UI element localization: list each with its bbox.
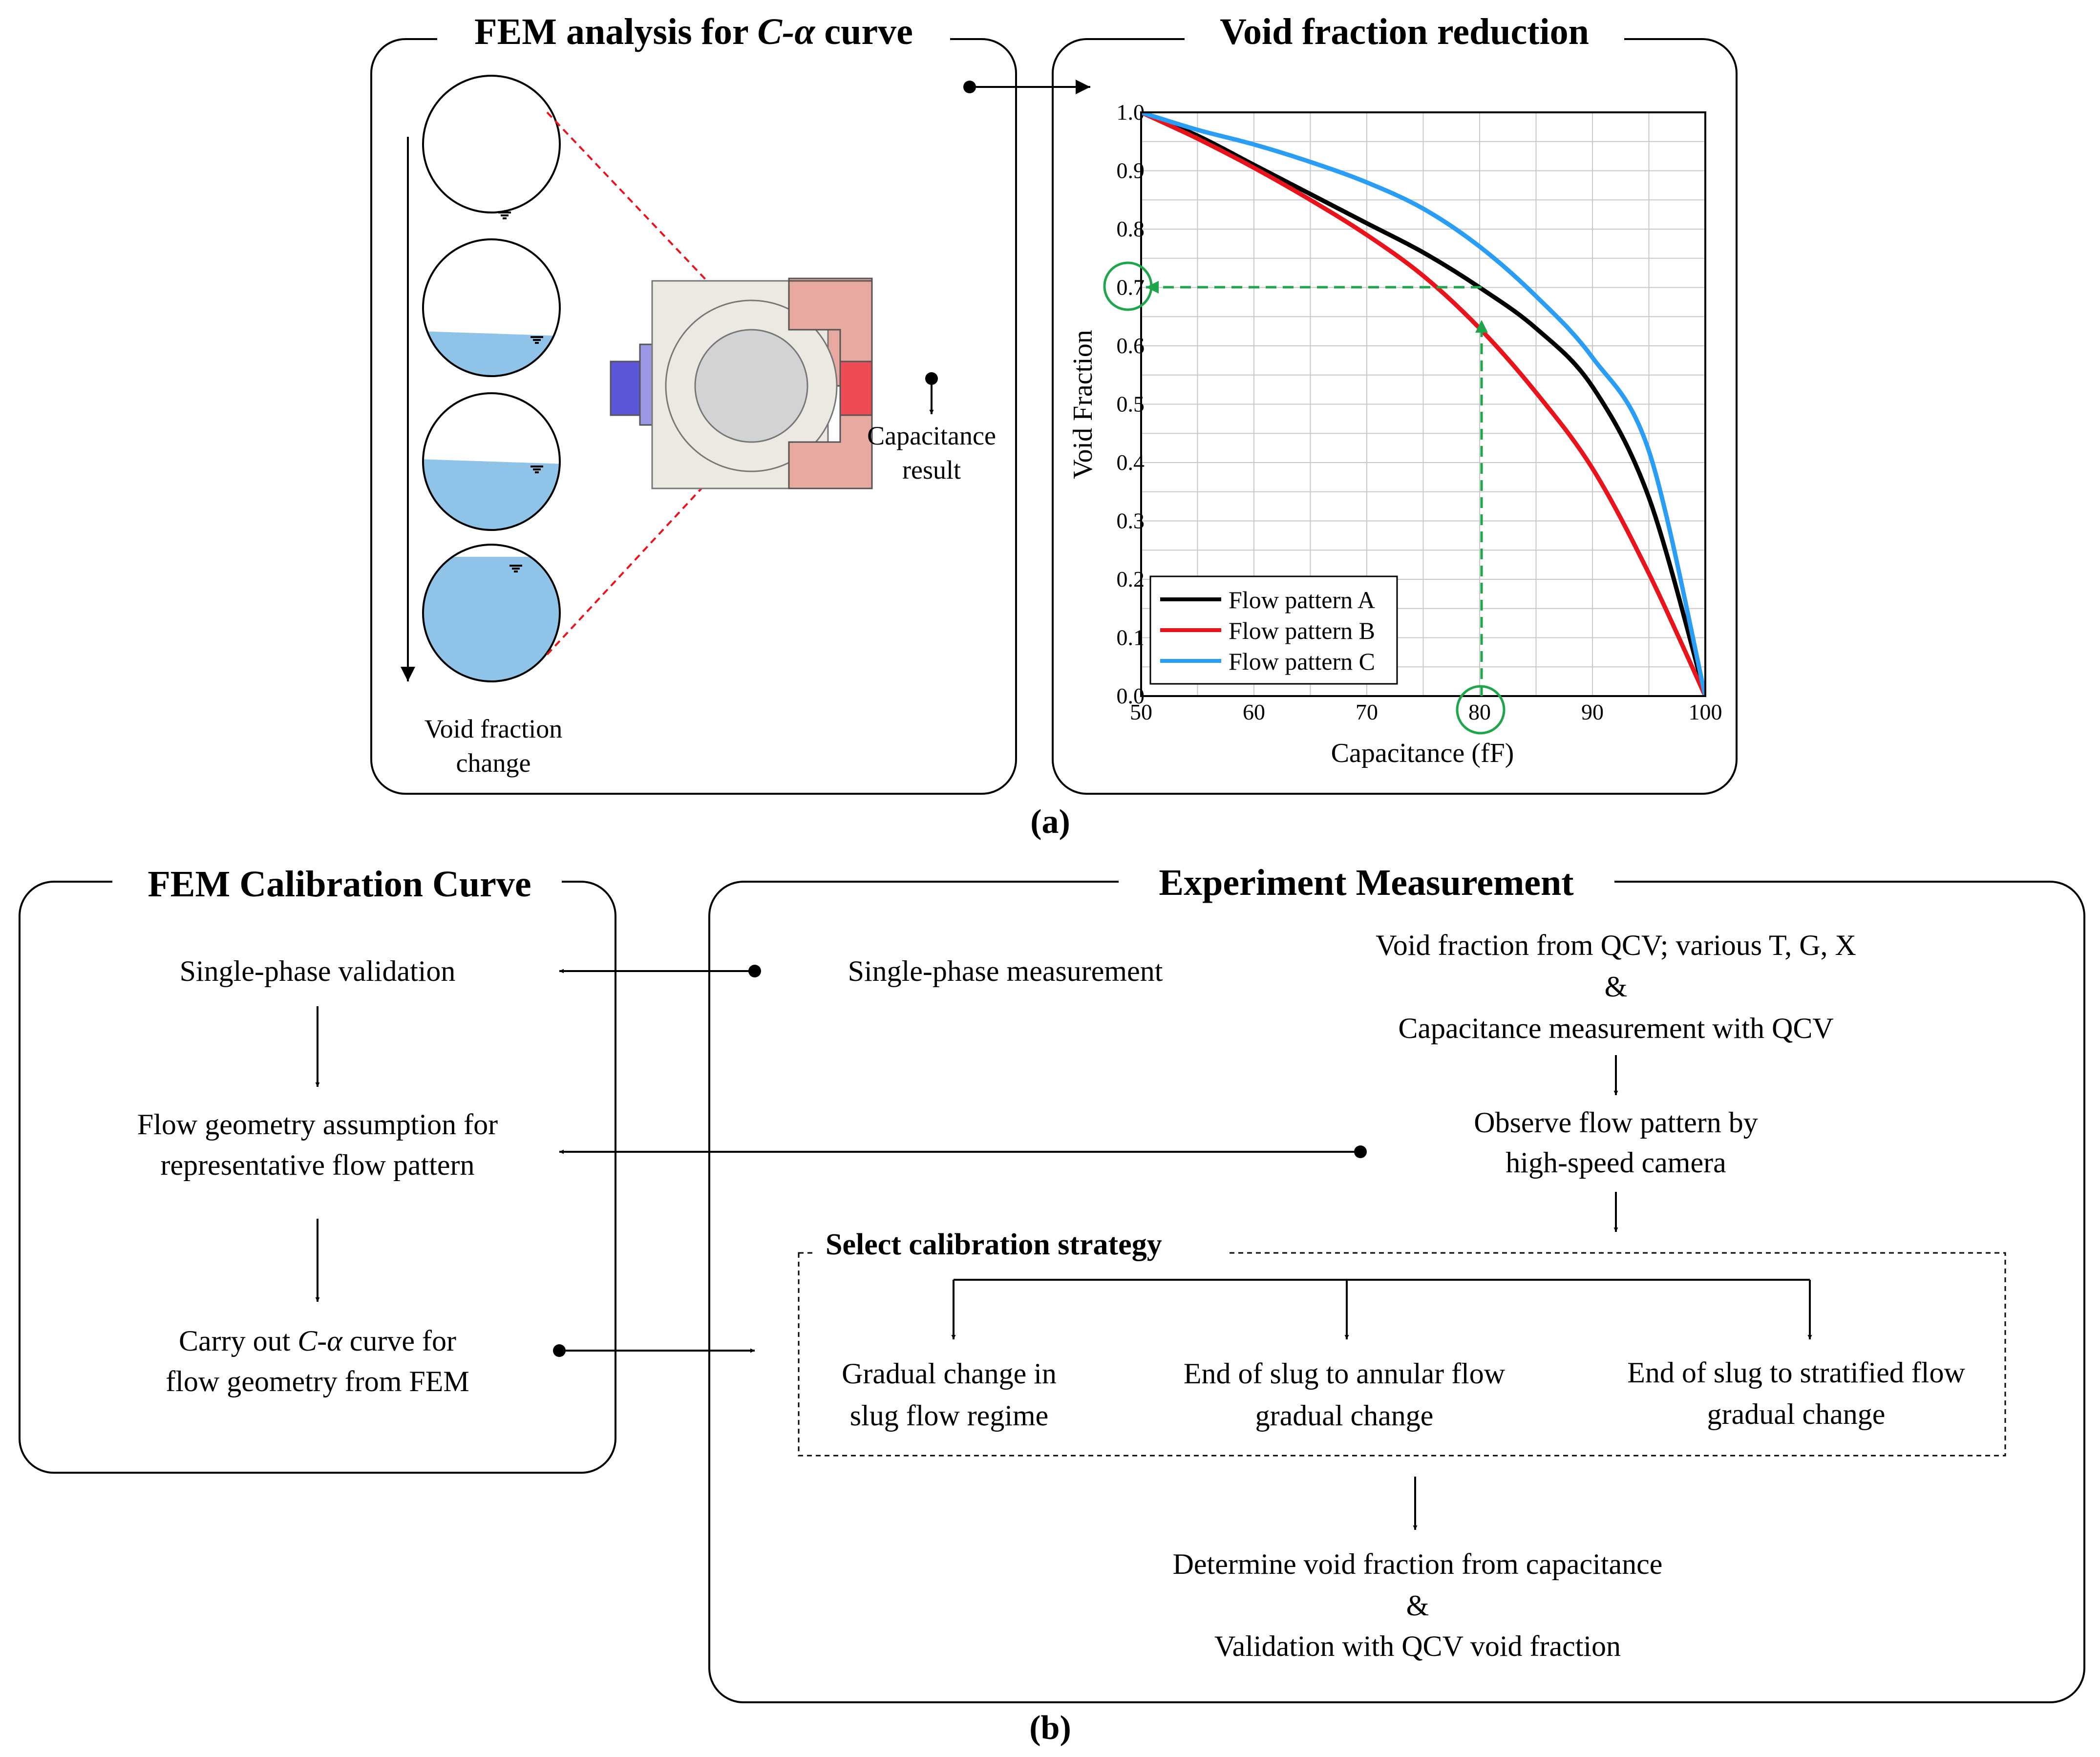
series-line-c	[1141, 112, 1705, 696]
fem-analysis-title: FEM analysis for C-α curve	[474, 11, 913, 52]
strategy-title: Select calibration strategy	[826, 1228, 1162, 1261]
option-slug-flow-2: slug flow regime	[850, 1399, 1049, 1432]
y-highlight-circle	[1103, 261, 1153, 311]
water-level-icon	[530, 336, 543, 344]
x-tick-label: 50	[1130, 699, 1152, 724]
capacitance-result-label-2: result	[902, 455, 961, 485]
pipe-bore	[694, 329, 808, 443]
y-axis-label: Void Fraction	[1068, 330, 1098, 479]
option-annular: End of slug to annular flow	[1184, 1357, 1506, 1390]
void-fraction-chart: 50 60 70 80 90 100 0.0 0.1 0.2 0.3 0.4 0.5 0.6 0.7 0.8…	[1068, 100, 1722, 768]
x-tick-label: 70	[1356, 699, 1378, 724]
option-stratified-2: gradual change	[1707, 1398, 1886, 1430]
legend-label-a: Flow pattern A	[1229, 586, 1375, 614]
panel-a: FEM analysis for C-α curve	[370, 11, 1738, 841]
validation-qcv: Validation with QCV void fraction	[1214, 1630, 1621, 1662]
pipe-section-1	[422, 75, 561, 219]
y-tick-label: 0.7	[1117, 275, 1145, 300]
series-line-a	[1141, 112, 1705, 696]
y-tick-label: 0.9	[1117, 158, 1145, 183]
qcv-sensor-schematic	[610, 277, 873, 489]
x-highlight-circle	[1456, 685, 1506, 735]
y-tick-label: 0.0	[1117, 683, 1145, 708]
water-level-icon	[498, 212, 511, 219]
y-tick-label: 0.1	[1117, 625, 1145, 650]
void-fraction-qcv: Void fraction from QCV; various T, G, X	[1376, 929, 1856, 961]
experiment-title: Experiment Measurement	[1159, 862, 1573, 903]
pipe-section-3	[422, 392, 561, 531]
lookup-annotation	[1103, 261, 1506, 735]
series-line-b	[1141, 112, 1705, 696]
determine-void-fraction: Determine void fraction from capacitance	[1173, 1548, 1663, 1580]
strategy-box	[798, 1252, 2006, 1457]
legend-label-c: Flow pattern C	[1229, 648, 1375, 675]
x-tick-label: 90	[1581, 699, 1604, 724]
blue-electrode	[610, 360, 643, 416]
option-annular-2: gradual change	[1255, 1399, 1434, 1432]
void-fraction-title: Void fraction reduction	[1220, 11, 1589, 52]
y-tick-label: 0.4	[1117, 450, 1145, 475]
carry-out-curve: Carry out C-α curve for	[179, 1325, 456, 1357]
legend-label-b: Flow pattern B	[1229, 617, 1375, 644]
fem-calibration-title: FEM Calibration Curve	[148, 864, 531, 905]
x-tick-label: 80	[1468, 699, 1491, 724]
carry-out-curve-2: flow geometry from FEM	[166, 1365, 469, 1397]
caption-b: (b)	[1029, 1709, 1071, 1747]
x-tick-label: 100	[1689, 699, 1722, 724]
water-level-icon	[509, 565, 522, 572]
void-fraction-change-label-2: change	[456, 748, 531, 778]
x-axis-label: Capacitance (fF)	[1331, 738, 1514, 768]
y-tick-label: 0.5	[1117, 392, 1145, 417]
ampersand-2: &	[1406, 1589, 1429, 1622]
pipe-section-2	[422, 238, 561, 377]
option-stratified: End of slug to stratified flow	[1627, 1356, 1965, 1389]
single-phase-measurement: Single-phase measurement	[848, 955, 1163, 987]
y-tick-label: 0.8	[1117, 216, 1145, 241]
chart-series	[1141, 112, 1705, 696]
x-tick-label: 60	[1243, 699, 1265, 724]
ampersand-1: &	[1605, 971, 1628, 1003]
plot-frame	[1140, 111, 1706, 697]
y-tick-label: 0.3	[1117, 508, 1145, 533]
void-fraction-change-label: Void fraction	[424, 714, 562, 743]
y-tick-label: 0.2	[1117, 567, 1145, 592]
caption-a: (a)	[1030, 803, 1070, 841]
option-slug-flow: Gradual change in	[842, 1357, 1057, 1390]
pipe-section-4	[422, 544, 561, 682]
water-level-icon	[530, 466, 543, 473]
y-tick-label: 0.6	[1117, 333, 1145, 358]
flow-geometry-assumption: Flow geometry assumption for	[137, 1108, 498, 1141]
chart-ticks: 50 60 70 80 90 100 0.0 0.1 0.2 0.3 0.4 0.5 0.6 0.7 0.8…	[1117, 100, 1722, 724]
chart-legend: Flow pattern A Flow pattern B Flow patte…	[1149, 575, 1398, 685]
capacitance-qcv: Capacitance measurement with QCV	[1398, 1012, 1833, 1044]
y-tick-label: 1.0	[1117, 100, 1145, 125]
flow-geometry-assumption-2: representative flow pattern	[160, 1149, 474, 1181]
capacitance-result-label: Capacitance	[867, 421, 996, 450]
observe-flow-pattern-2: high-speed camera	[1506, 1146, 1726, 1179]
single-phase-validation: Single-phase validation	[180, 955, 456, 987]
observe-flow-pattern: Observe flow pattern by	[1474, 1106, 1758, 1139]
panel-b: FEM Calibration Curve Single-phase valid…	[19, 857, 2085, 1747]
